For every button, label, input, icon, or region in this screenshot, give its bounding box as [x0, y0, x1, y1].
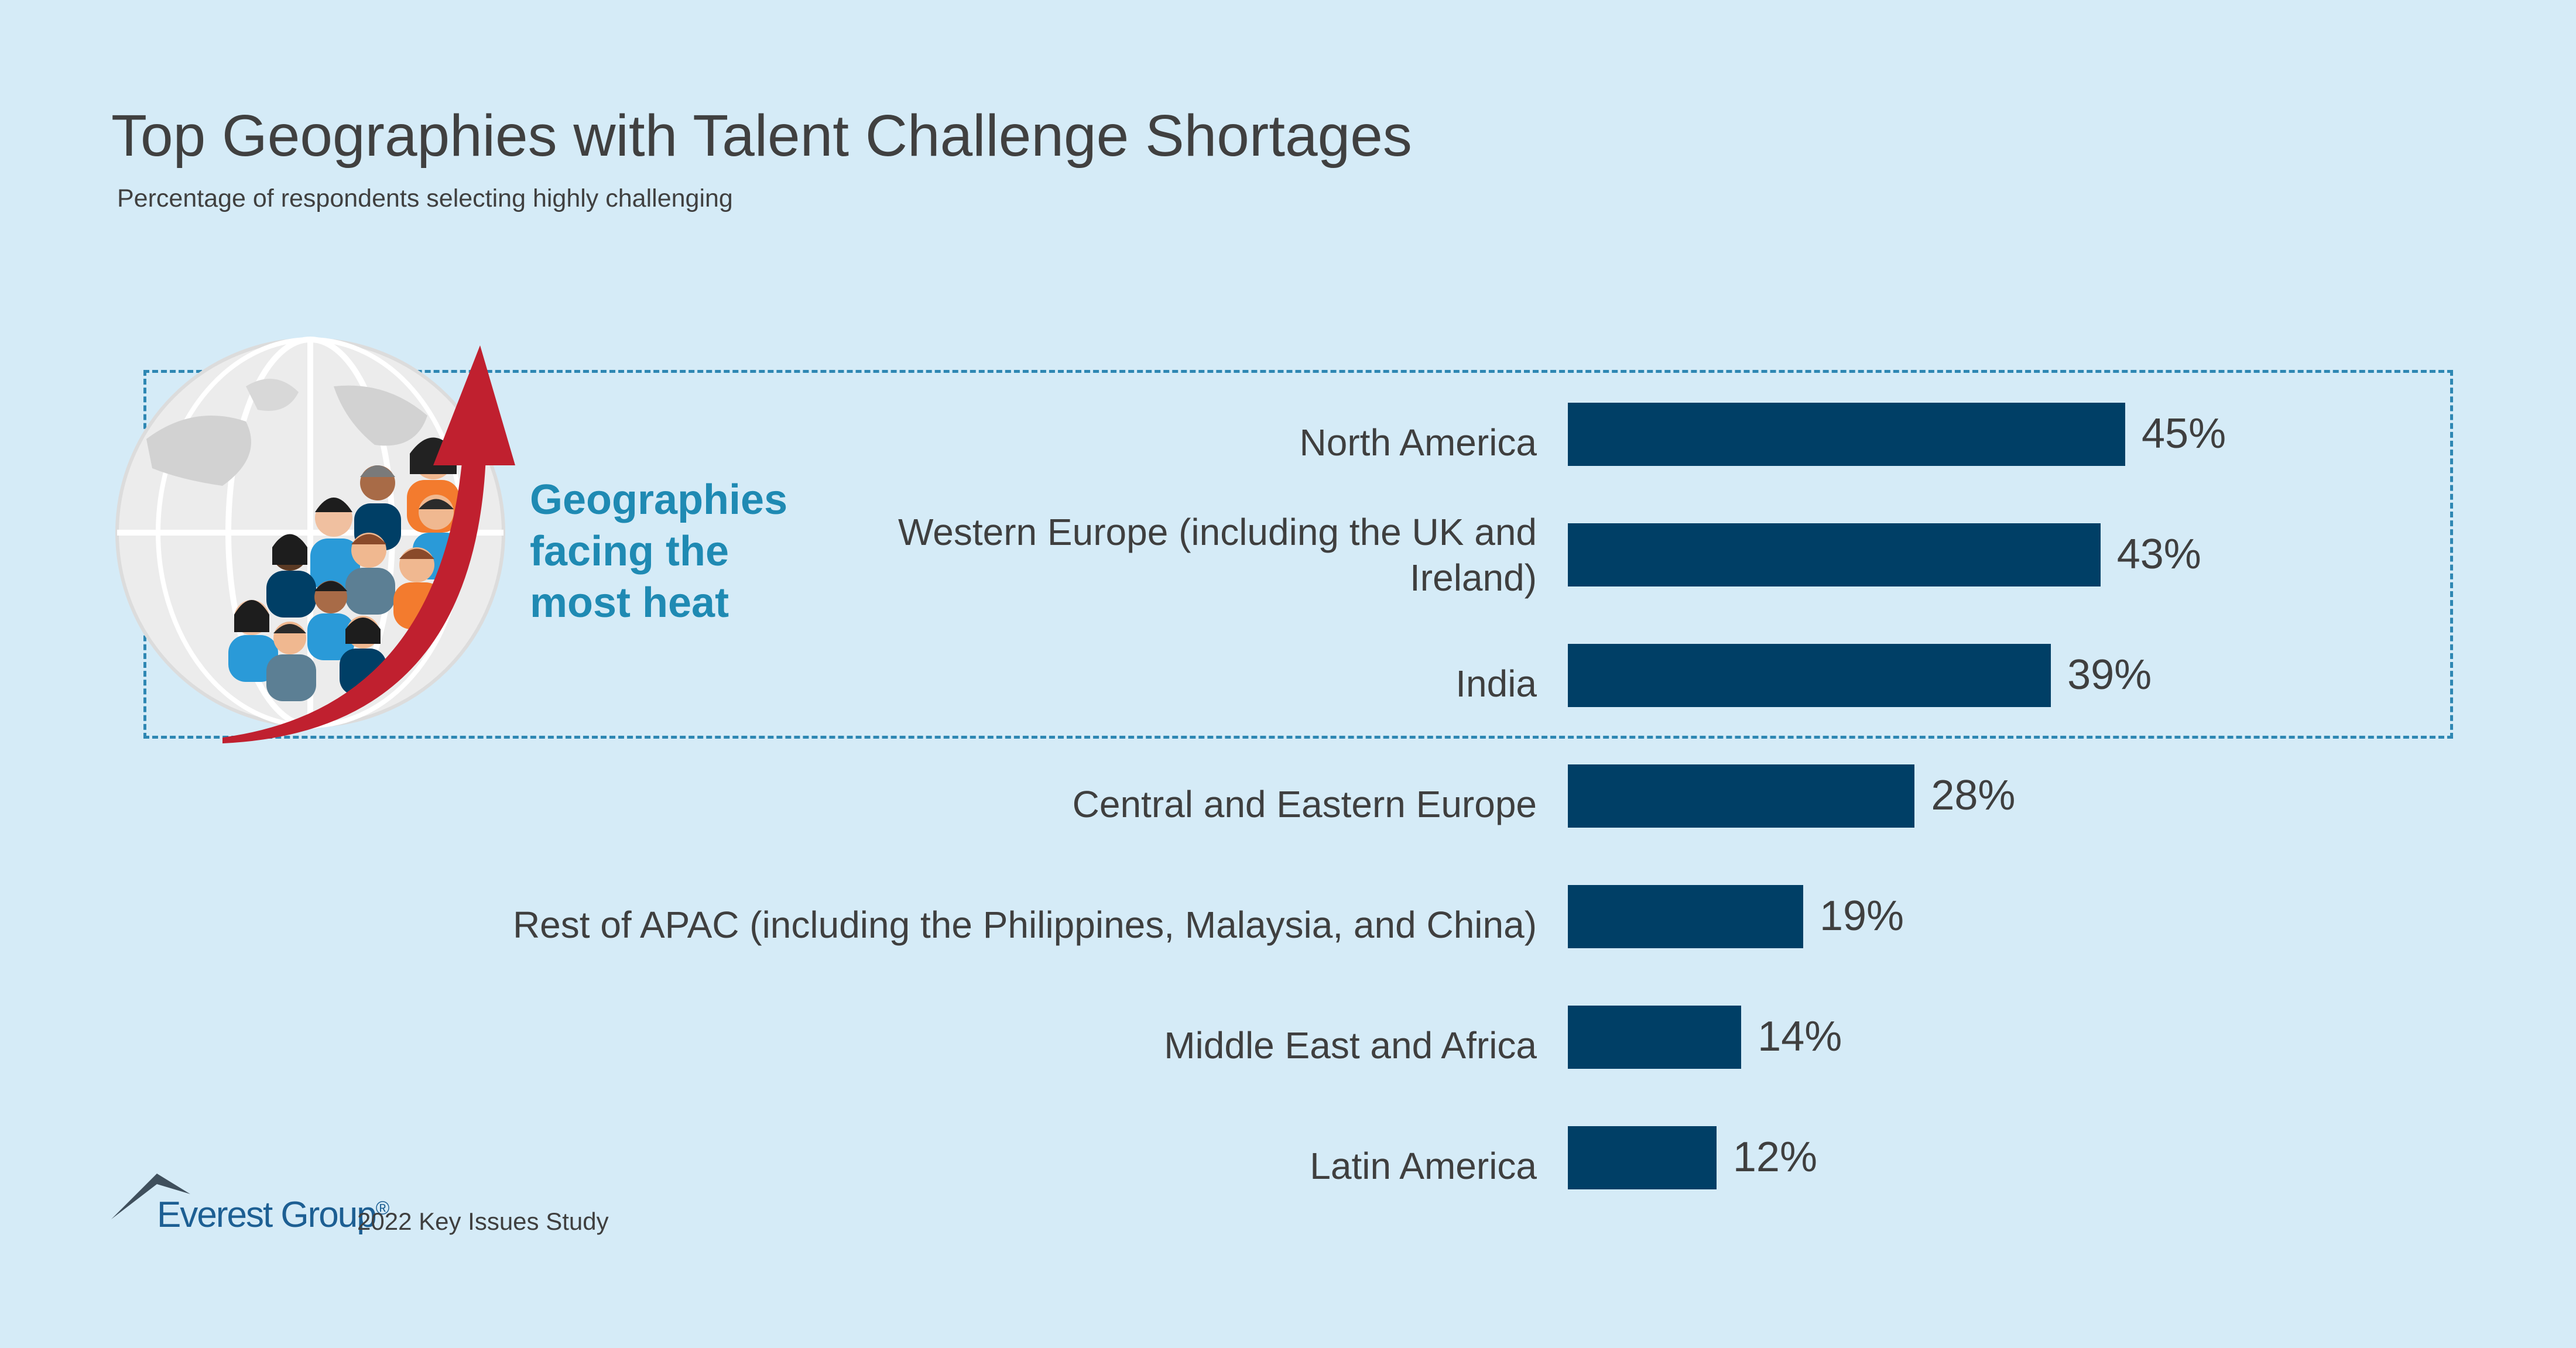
globe-people-illustration: [115, 337, 515, 743]
brand-name: Everest Group®: [157, 1194, 389, 1236]
chart-title: Top Geographies with Talent Challenge Sh…: [111, 103, 1412, 169]
category-label: Latin America: [366, 1143, 1537, 1189]
data-label: 19%: [1819, 893, 1904, 939]
callout-line-3: most heat: [530, 579, 729, 626]
callout-line-1: Geographies: [530, 476, 788, 523]
data-label: 28%: [1931, 772, 2016, 819]
bar: [1568, 885, 1803, 948]
category-label-line: Latin America: [1310, 1145, 1537, 1187]
bar: [1568, 764, 1915, 828]
upward-arrow-icon: [222, 345, 515, 743]
category-label-line: India: [1455, 663, 1537, 705]
chart-subtitle: Percentage of respondents selecting high…: [117, 184, 733, 212]
study-name: 2022 Key Issues Study: [357, 1208, 609, 1235]
category-label: Rest of APAC (including the Philippines,…: [366, 902, 1537, 948]
brand-text: Everest Group: [157, 1195, 377, 1235]
category-label: Central and Eastern Europe: [366, 781, 1537, 827]
category-label: Middle East and Africa: [366, 1023, 1537, 1068]
bar: [1568, 644, 2051, 707]
category-label-line: Rest of APAC (including the Philippines,…: [512, 904, 1537, 946]
mountain-logo-icon: [111, 1174, 190, 1219]
category-label: Western Europe (including the UK and Irel…: [366, 509, 1537, 601]
people-icon: [228, 437, 463, 701]
bar: [1568, 1006, 1742, 1069]
globe-icon: [115, 337, 505, 729]
bar: [1568, 523, 2101, 586]
data-label: 45%: [2142, 410, 2226, 457]
callout-line-2: facing the: [530, 528, 729, 575]
data-label: 39%: [2067, 651, 2152, 698]
category-label-line: Ireland): [1410, 557, 1537, 599]
data-label: 12%: [1732, 1134, 1817, 1181]
category-label-line: North America: [1299, 421, 1537, 464]
category-label-line: Middle East and Africa: [1164, 1024, 1537, 1066]
callout-text: Geographies facing the most heat: [530, 474, 787, 629]
category-label-line: Central and Eastern Europe: [1072, 783, 1537, 825]
data-label: 14%: [1758, 1013, 1842, 1060]
registered-mark: ®: [375, 1197, 390, 1219]
category-label: India: [366, 661, 1537, 706]
category-label: North America: [366, 420, 1537, 465]
bar: [1568, 403, 2125, 466]
category-label-line: Western Europe (including the UK and: [898, 511, 1537, 553]
bar: [1568, 1126, 1717, 1189]
data-label: 43%: [2116, 531, 2201, 578]
